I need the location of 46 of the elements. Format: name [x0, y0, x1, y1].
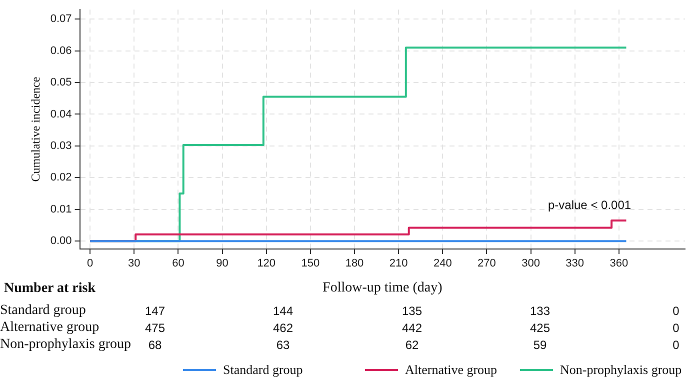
y-tick-label: 0.07	[50, 13, 72, 26]
text: 462	[272, 320, 294, 336]
text: 442	[402, 320, 422, 336]
text: 68	[148, 337, 162, 353]
text: Non-prophylaxis group	[0, 337, 132, 353]
text: 144	[272, 303, 294, 319]
x-tick-label: 0	[87, 258, 94, 270]
y-tick-label: 0.00	[50, 235, 72, 248]
text: 63	[276, 337, 290, 353]
y-tick-label: 0.06	[50, 44, 72, 57]
annotation: p-value < 0.001	[548, 198, 632, 212]
y-axis-title: Cumulative incidence	[28, 76, 42, 182]
x-tick-label: 300	[522, 258, 540, 270]
y-tick-label: 0.04	[50, 108, 72, 120]
text: Alternative group	[0, 320, 100, 336]
text: 147	[144, 303, 166, 319]
y-tick-label: 0.01	[50, 203, 72, 216]
x-tick-label: 60	[172, 258, 184, 270]
x-tick-label: 180	[345, 258, 364, 270]
y-tick-label: 0.02	[50, 172, 72, 184]
x-tick-label: 240	[433, 258, 452, 270]
text: Number at risk	[4, 281, 96, 297]
legend-label: Non-prophylaxis group	[560, 362, 682, 378]
y-tick-label: 0.05	[50, 76, 72, 89]
text: 135	[402, 303, 422, 319]
x-tick-label: 360	[610, 258, 628, 270]
x-tick-label: 210	[389, 258, 408, 270]
text: 59	[533, 337, 547, 353]
text: 62	[405, 337, 419, 353]
text: 0	[672, 337, 680, 353]
x-tick-label: 30	[128, 258, 140, 270]
x-tick-label: 90	[216, 258, 228, 270]
legend-label: Standard group	[223, 362, 303, 378]
text: 133	[530, 303, 550, 319]
x-axis-title: Follow-up time (day)	[322, 280, 443, 296]
x-tick-label: 330	[566, 258, 584, 270]
text: 0	[672, 320, 680, 336]
text: 0	[672, 303, 680, 319]
legend-label: Alternative group	[405, 362, 498, 378]
x-tick-label: 270	[478, 258, 496, 270]
x-tick-label: 150	[301, 258, 320, 270]
y-tick-label: 0.03	[50, 140, 72, 152]
text: 425	[530, 320, 550, 336]
text: 475	[144, 320, 166, 336]
x-tick-label: 120	[257, 258, 276, 270]
text: Standard group	[0, 303, 86, 319]
